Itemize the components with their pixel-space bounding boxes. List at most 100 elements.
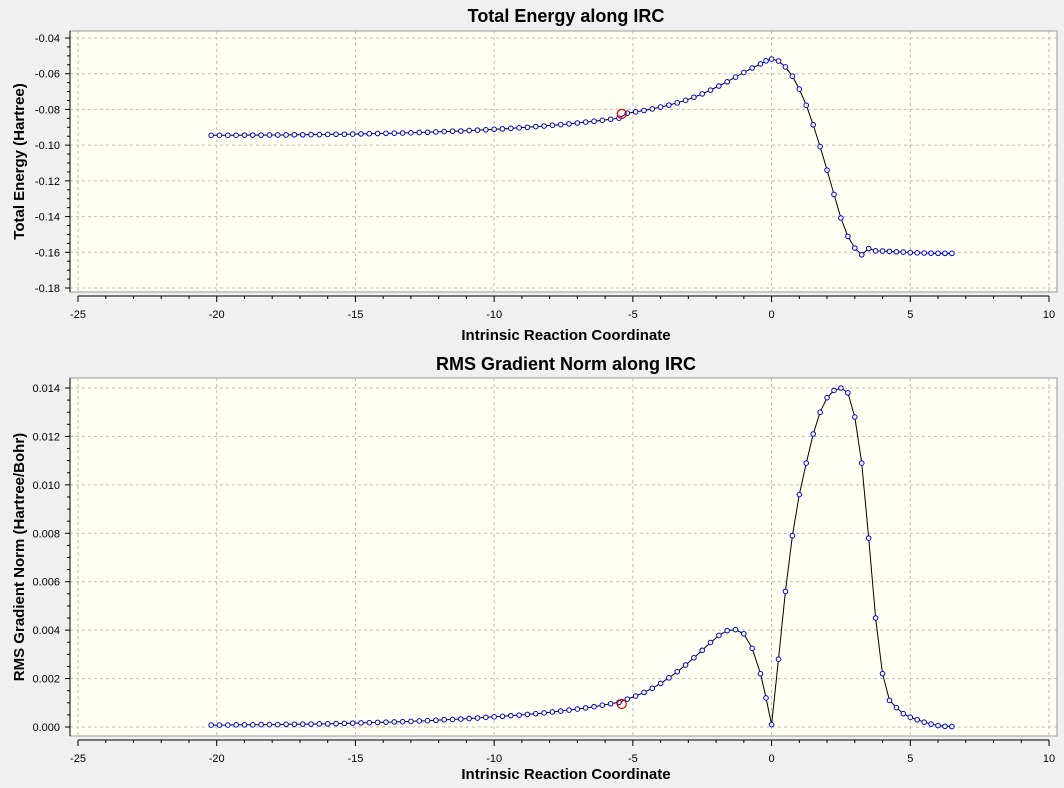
- gradient-data-point: [466, 715, 472, 722]
- energy-chart-title: Total Energy along IRC: [468, 6, 665, 26]
- gradient-data-point: [274, 721, 281, 728]
- energy-data-point: [466, 127, 472, 134]
- energy-data-point: [732, 74, 739, 80]
- gradient-data-point: [391, 719, 398, 725]
- energy-data-point: [641, 107, 647, 114]
- energy-data-point: [852, 245, 858, 251]
- gradient-data-point: [824, 394, 830, 401]
- energy-data-point: [208, 132, 214, 139]
- energy-data-point: [574, 120, 581, 126]
- gradient-data-point: [763, 695, 769, 701]
- energy-x-tick-label: -15: [347, 309, 363, 321]
- energy-data-point: [632, 109, 639, 115]
- energy-data-point: [699, 91, 706, 97]
- energy-data-point: [507, 125, 514, 132]
- gradient-data-point: [399, 718, 406, 725]
- energy-data-point: [949, 250, 955, 257]
- gradient-data-point: [582, 705, 589, 711]
- energy-data-point: [441, 128, 448, 135]
- energy-data-point: [266, 132, 273, 138]
- energy-chart: -0.18 -0.16 -0.14 -0.12 -0.10 -0.08 -0.06 -0.04…: [11, 6, 1058, 344]
- gradient-data-point: [299, 721, 306, 727]
- gradient-x-tick-label: -5: [628, 753, 638, 765]
- gradient-data-point: [374, 719, 381, 726]
- energy-data-point: [845, 233, 851, 240]
- energy-data-point: [249, 132, 256, 138]
- energy-data-point: [383, 130, 389, 137]
- gradient-data-point: [474, 715, 481, 721]
- energy-data-point: [749, 65, 755, 71]
- gradient-data-point: [216, 722, 223, 728]
- gradient-y-axis-label: RMS Gradient Norm (Hartree/Bohr): [11, 433, 28, 681]
- energy-data-point: [928, 250, 934, 256]
- gradient-data-point: [507, 712, 514, 719]
- gradient-data-point: [782, 588, 789, 595]
- gradient-y-tick-label: 0.010: [32, 480, 60, 492]
- energy-data-point: [768, 56, 775, 62]
- energy-y-tick-label: -0.08: [35, 104, 60, 116]
- energy-x-tick-label: -10: [486, 309, 502, 321]
- gradient-data-point: [803, 460, 810, 466]
- gradient-data-point: [225, 722, 231, 728]
- gradient-data-point: [935, 722, 941, 729]
- energy-data-point: [914, 250, 921, 256]
- energy-data-point: [810, 121, 816, 128]
- gradient-data-point: [810, 431, 816, 437]
- energy-data-point: [607, 116, 614, 123]
- energy-data-point: [291, 131, 298, 138]
- energy-current-point-marker[interactable]: [616, 108, 627, 119]
- gradient-data-point: [641, 689, 647, 696]
- gradient-data-point: [699, 647, 706, 654]
- energy-y-tick-label: -0.04: [35, 33, 60, 45]
- energy-data-point: [366, 130, 373, 137]
- energy-data-point: [216, 132, 223, 139]
- energy-x-tick-label: -20: [209, 309, 225, 321]
- gradient-data-point: [358, 720, 364, 726]
- gradient-data-point: [845, 390, 851, 396]
- energy-data-point: [582, 119, 589, 125]
- gradient-data-point: [349, 720, 356, 726]
- gradient-y-tick-label: 0.014: [32, 383, 60, 395]
- gradient-data-point: [258, 721, 264, 728]
- energy-data-point: [549, 122, 556, 129]
- energy-data-point: [879, 248, 886, 254]
- gradient-data-point: [557, 708, 564, 714]
- energy-data-point: [274, 132, 281, 138]
- gradient-data-point: [886, 697, 893, 704]
- energy-y-axis-label: Total Energy (Hartree): [11, 83, 28, 239]
- gradient-data-point: [907, 714, 914, 721]
- energy-data-point: [524, 124, 531, 131]
- energy-data-point: [599, 117, 606, 124]
- gradient-data-point: [831, 387, 837, 394]
- energy-x-axis-label: Intrinsic Reaction Coordinate: [461, 327, 670, 344]
- gradient-data-point: [441, 716, 448, 723]
- gradient-data-point: [549, 709, 556, 715]
- gradient-data-point: [732, 626, 739, 633]
- gradient-data-point: [921, 719, 927, 725]
- gradient-data-point: [333, 720, 339, 727]
- gradient-data-point: [424, 717, 431, 724]
- gradient-data-point: [949, 723, 955, 730]
- gradient-data-point: [516, 712, 522, 718]
- gradient-current-point-marker[interactable]: [616, 698, 627, 710]
- gradient-data-point: [291, 721, 298, 728]
- gradient-data-point: [591, 703, 597, 710]
- energy-data-point: [935, 250, 941, 257]
- gradient-chart: 0.000 0.002 0.004 0.006 0.008 0.010 0.012 0.014…: [11, 354, 1058, 783]
- energy-data-point: [942, 250, 948, 257]
- energy-data-point: [886, 248, 893, 255]
- gradient-data-point: [366, 719, 373, 726]
- energy-data-point: [225, 132, 231, 139]
- energy-data-point: [921, 250, 927, 256]
- gradient-data-point: [657, 680, 664, 687]
- energy-y-tick-label: -0.12: [35, 176, 60, 188]
- gradient-data-point: [942, 723, 948, 730]
- gradient-y-tick-label: 0.008: [32, 528, 60, 540]
- gradient-y-tick-label: 0.002: [32, 674, 60, 686]
- energy-x-tick-label: 0: [769, 309, 775, 321]
- energy-data-point: [416, 129, 423, 136]
- gradient-data-point: [666, 675, 672, 681]
- gradient-data-point: [741, 630, 747, 637]
